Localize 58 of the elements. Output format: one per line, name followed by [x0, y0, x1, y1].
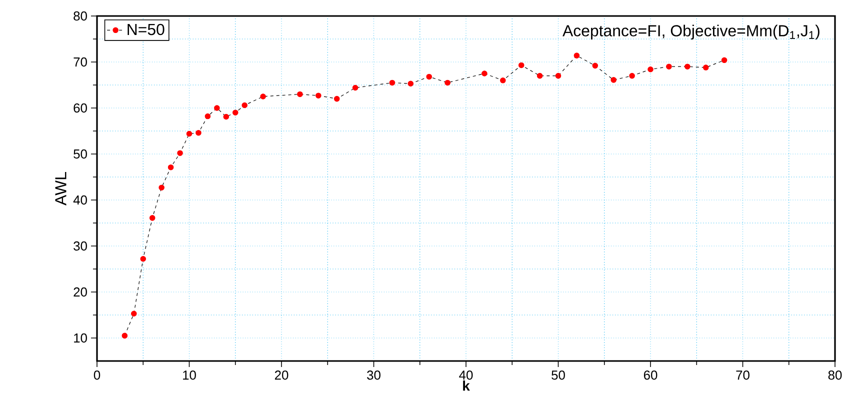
- x-tick-label: 60: [644, 370, 658, 380]
- point: [684, 64, 690, 70]
- point: [131, 310, 137, 317]
- x-tick-label: 40: [459, 370, 473, 380]
- point: [555, 72, 562, 79]
- point: [204, 113, 211, 120]
- point: [297, 91, 303, 98]
- point: [610, 77, 616, 83]
- point: [260, 94, 266, 100]
- point: [408, 80, 414, 87]
- point: [721, 57, 728, 64]
- point: [168, 164, 174, 170]
- point: [574, 52, 580, 58]
- text: Aceptance=FI, Objective=Mm(D$_{1}$,J$_{1}$): [562, 24, 820, 40]
- x-axis-title: k: [463, 380, 470, 391]
- point: [648, 66, 654, 72]
- point: [214, 105, 220, 111]
- y-axis-title: AWL: [55, 172, 66, 206]
- y-tick-label: 30: [74, 241, 87, 251]
- point: [186, 130, 192, 137]
- y-tick-label: 70: [74, 57, 87, 67]
- point: [122, 332, 128, 339]
- y-tick-label: 60: [74, 103, 87, 113]
- point: [232, 110, 238, 116]
- point: [352, 84, 358, 91]
- x-tick-label: 20: [274, 370, 288, 380]
- point: [444, 80, 450, 86]
- point: [592, 62, 598, 69]
- x-tick-label: 70: [736, 370, 750, 380]
- point: [158, 184, 164, 190]
- y-tick-label: 80: [74, 11, 87, 21]
- point: [666, 64, 672, 70]
- point: [196, 130, 202, 136]
- point: [223, 114, 230, 120]
- point: [334, 96, 340, 102]
- y-tick-label: 50: [74, 149, 87, 159]
- x-tick-label: 80: [828, 370, 842, 380]
- point: [629, 72, 635, 79]
- point: [149, 215, 156, 221]
- y-tick-label: 40: [73, 195, 87, 205]
- x-tick-label: 50: [552, 370, 565, 380]
- y-tick-label: 10: [74, 333, 87, 343]
- point: [482, 70, 488, 76]
- point: [426, 74, 432, 80]
- y-tick-label: 20: [74, 287, 87, 297]
- point: [389, 80, 396, 86]
- point: [316, 92, 322, 98]
- point: [242, 102, 248, 108]
- legend-label: N=50: [128, 24, 164, 36]
- x-tick-label: 10: [183, 370, 196, 380]
- point: [702, 64, 709, 70]
- point: [518, 62, 524, 68]
- point: [536, 72, 543, 79]
- point: [140, 256, 146, 262]
- x-tick-label: 0: [94, 370, 100, 380]
- point: [500, 78, 506, 84]
- x-tick-label: 30: [367, 370, 380, 380]
- point: [177, 150, 183, 156]
